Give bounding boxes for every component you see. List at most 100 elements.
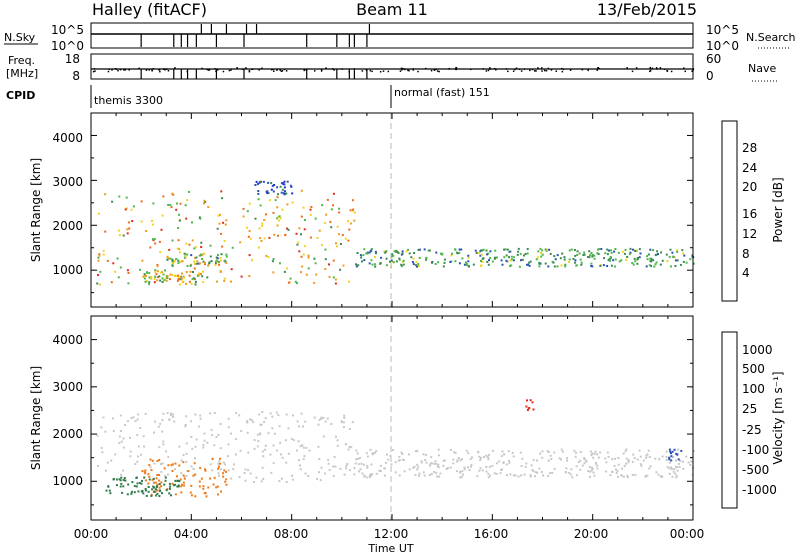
power-cell: [418, 248, 421, 251]
velocity-cell: [247, 469, 250, 472]
nave-point: [353, 68, 355, 70]
velocity-cell: [152, 481, 155, 484]
power-cell: [341, 234, 344, 237]
power-cell: [318, 229, 321, 232]
velocity-cell: [587, 470, 590, 473]
velocity-ytick-4000: 4000: [52, 333, 83, 347]
power-cell: [309, 236, 312, 239]
power-cell: [638, 256, 641, 259]
nave-point: [228, 69, 231, 72]
velocity-cell: [147, 490, 150, 493]
power-cell: [646, 258, 649, 261]
velocity-cell: [168, 492, 171, 495]
velocity-cell: [349, 469, 352, 472]
power-cell: [278, 219, 281, 222]
nave-point: [692, 68, 695, 70]
power-cell: [334, 278, 337, 281]
nave-tick-top: 60: [706, 52, 721, 66]
velocity-cell: [422, 453, 425, 456]
power-cell: [141, 259, 144, 262]
velocity-cell: [487, 476, 490, 479]
velocity-cell: [324, 420, 327, 423]
velocity-cell: [669, 461, 671, 464]
velocity-cell: [324, 472, 326, 475]
power-cell: [591, 254, 594, 257]
velocity-cell: [137, 455, 139, 458]
velocity-cell: [550, 458, 553, 460]
velocity-cell: [100, 446, 103, 449]
power-cell: [402, 259, 405, 262]
velocity-cell: [457, 457, 460, 460]
velocity-cell: [534, 475, 536, 478]
velocity-cell: [400, 451, 403, 454]
power-cell: [431, 261, 433, 264]
velocity-cell: [260, 423, 263, 426]
velocity-cell: [558, 457, 561, 460]
power-cell: [374, 263, 377, 266]
velocity-cell: [336, 439, 339, 442]
power-cell: [575, 264, 578, 267]
velocity-cell: [187, 470, 190, 473]
velocity-cell: [595, 462, 597, 465]
velocity-cell: [195, 438, 198, 441]
power-cell: [191, 239, 194, 242]
velocity-cell: [454, 451, 457, 454]
power-cell: [325, 213, 328, 216]
power-cell: [161, 277, 164, 280]
velocity-cell: [439, 472, 442, 475]
velocity-cell: [291, 474, 294, 477]
velocity-cell: [278, 425, 281, 428]
velocity-cell: [202, 444, 205, 447]
power-cell: [519, 252, 522, 255]
nave-point: [151, 70, 153, 72]
power-cell: [301, 265, 304, 268]
velocity-cell: [414, 474, 417, 477]
velocity-cell: [142, 492, 145, 495]
nave-point: [655, 67, 658, 69]
velocity-cell: [145, 494, 148, 497]
velocity-cell: [298, 425, 301, 428]
power-cell: [539, 247, 542, 250]
velocity-cell: [632, 453, 635, 456]
velocity-cell: [189, 420, 192, 423]
nave-point: [167, 70, 170, 72]
velocity-cell: [217, 472, 220, 475]
power-cell: [608, 249, 610, 252]
power-cell: [217, 214, 220, 217]
nave-point: [401, 67, 404, 70]
power-cell: [154, 269, 157, 272]
velocity-cell: [178, 445, 181, 448]
velocity-cell: [192, 467, 195, 470]
velocity-cell: [126, 420, 129, 423]
velocity-cell: [351, 421, 354, 424]
velocity-cell: [191, 447, 194, 450]
velocity-cell: [385, 461, 388, 464]
velocity-cell: [149, 458, 152, 461]
nave-point: [401, 69, 403, 71]
velocity-cell: [122, 479, 125, 481]
velocity-cell: [279, 441, 282, 444]
velocity-cell: [463, 466, 466, 469]
velocity-cell: [347, 448, 350, 451]
power-cell: [220, 253, 223, 256]
nave-point: [236, 67, 238, 69]
velocity-cell: [335, 435, 337, 438]
power-cell: [248, 230, 251, 232]
velocity-cell: [154, 481, 157, 484]
velocity-cell: [502, 461, 505, 464]
nsearch-tick-bottom: 10^0: [706, 39, 739, 53]
power-cell: [508, 256, 510, 259]
velocity-cell: [304, 472, 307, 475]
power-cell: [194, 245, 197, 248]
power-cell: [626, 256, 629, 258]
velocity-cell: [141, 479, 143, 482]
power-cell: [363, 259, 366, 262]
velocity-cell: [392, 449, 394, 451]
power-cell: [257, 198, 260, 201]
velocity-cell: [354, 462, 357, 465]
velocity-cell: [360, 462, 363, 465]
nave-point: [430, 69, 433, 72]
velocity-cell: [162, 440, 165, 443]
power-cell: [152, 202, 155, 205]
velocity-cell: [184, 424, 187, 426]
